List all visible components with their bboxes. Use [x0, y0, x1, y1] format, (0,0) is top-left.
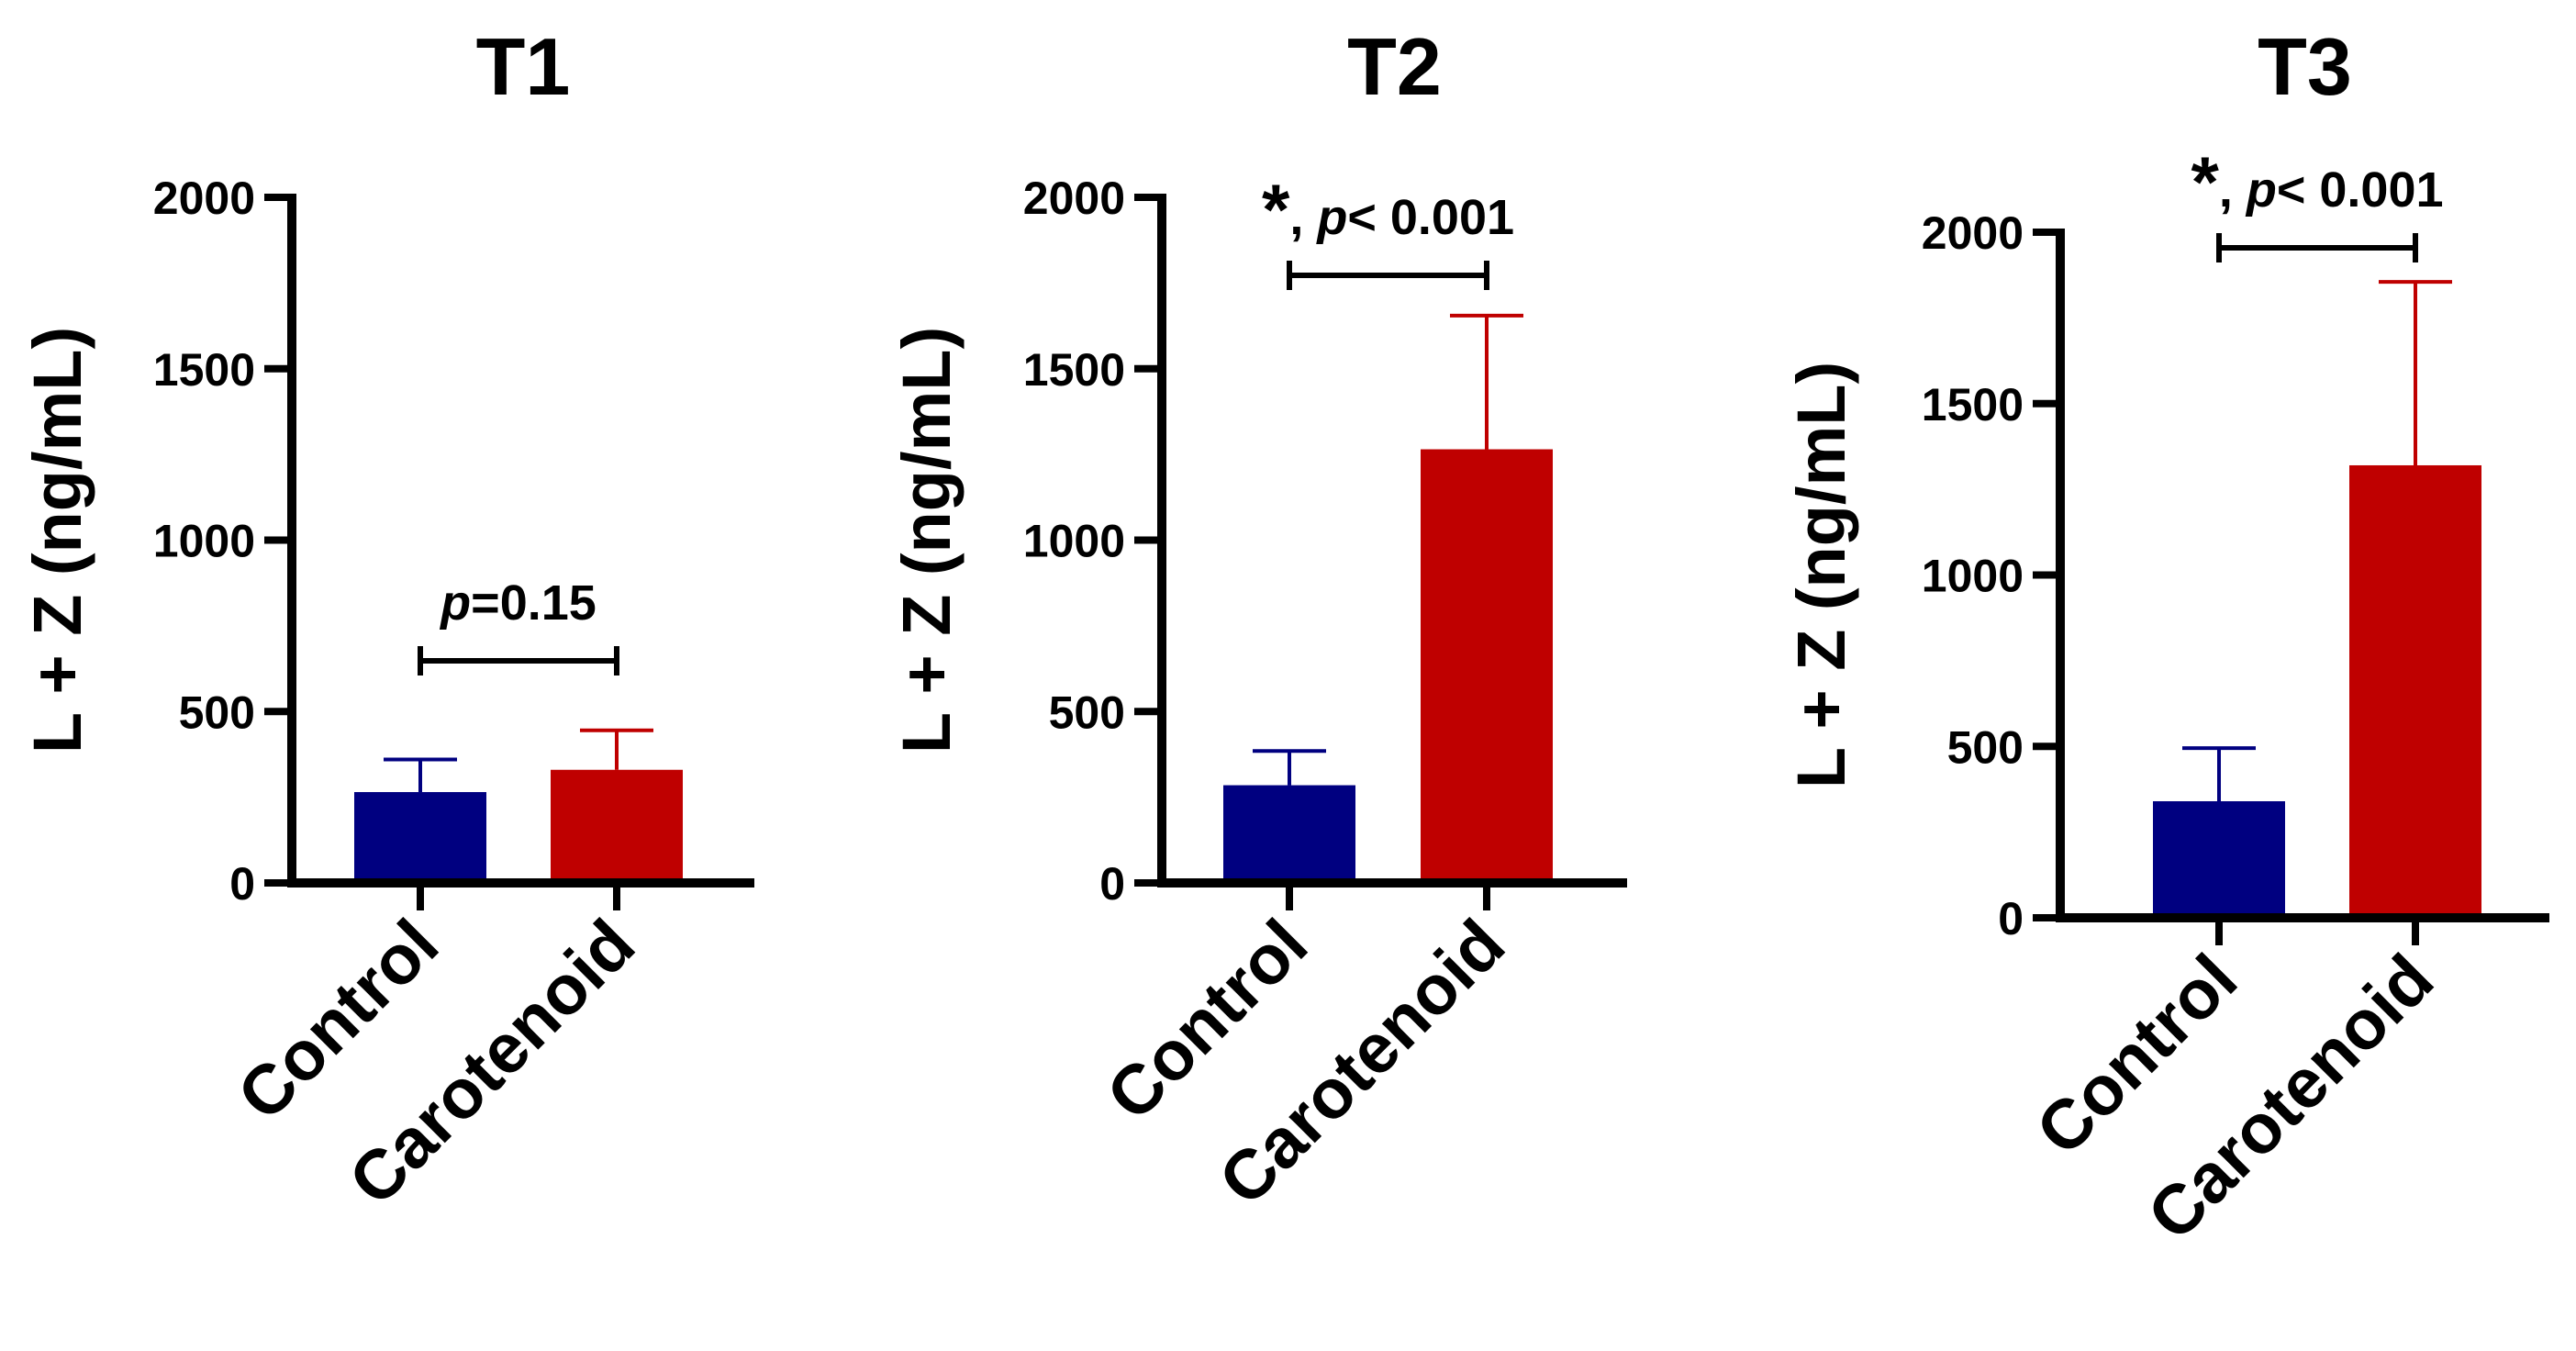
significance-star: *: [2191, 141, 2219, 222]
chart-panel-t3: T3L + Z (ng/mL)0500100015002000ControlCa…: [1783, 21, 2549, 1256]
p-value: =0.15: [471, 575, 597, 631]
y-tick-label: 0: [229, 858, 255, 910]
panel-title: T2: [1347, 21, 1442, 112]
y-tick-label: 2000: [153, 173, 255, 224]
bar-control: [2153, 801, 2285, 913]
panel-title: T3: [2258, 21, 2352, 112]
y-tick-label: 0: [1099, 858, 1125, 910]
y-tick-label: 500: [1947, 721, 2024, 773]
y-tick-label: 500: [1049, 687, 1125, 738]
y-tick-label: 1000: [153, 516, 255, 567]
y-tick-label: 1000: [1023, 516, 1125, 567]
y-tick-label: 1500: [1922, 379, 2024, 430]
y-axis-label: L + Z (ng/mL): [1783, 362, 1859, 788]
p-symbol: p: [2245, 162, 2277, 218]
bar-carotenoid: [2349, 464, 2481, 913]
bar-carotenoid: [551, 769, 683, 878]
y-tick-label: 1500: [1023, 344, 1125, 396]
p-value: < 0.001: [2277, 162, 2444, 218]
p-symbol: p: [1315, 190, 1347, 245]
y-axis-label: L + Z (ng/mL): [19, 327, 95, 754]
p-value: < 0.001: [1347, 190, 1514, 245]
y-tick-label: 0: [1998, 893, 2024, 944]
significance-annotation: p=0.15: [439, 575, 597, 631]
y-tick-label: 1000: [1922, 551, 2024, 602]
y-tick-label: 2000: [1922, 207, 2024, 259]
significance-annotation: *, p< 0.001: [1262, 169, 1514, 250]
bar-carotenoid: [1421, 449, 1553, 878]
chart-panel-t2: T2L + Z (ng/mL)0500100015002000ControlCa…: [888, 21, 1627, 1221]
chart-panel-t1: T1L + Z (ng/mL)0500100015002000ControlCa…: [19, 21, 754, 1221]
significance-annotation: *, p< 0.001: [2191, 141, 2443, 222]
y-tick-label: 1500: [153, 344, 255, 396]
significance-star: *: [1262, 169, 1290, 250]
y-axis-label: L + Z (ng/mL): [888, 327, 965, 754]
panel-title: T1: [476, 21, 571, 112]
bar-control: [1223, 785, 1355, 878]
y-tick-label: 2000: [1023, 173, 1125, 224]
y-tick-label: 500: [179, 687, 255, 738]
bar-control: [354, 792, 486, 878]
p-symbol: p: [439, 575, 471, 631]
